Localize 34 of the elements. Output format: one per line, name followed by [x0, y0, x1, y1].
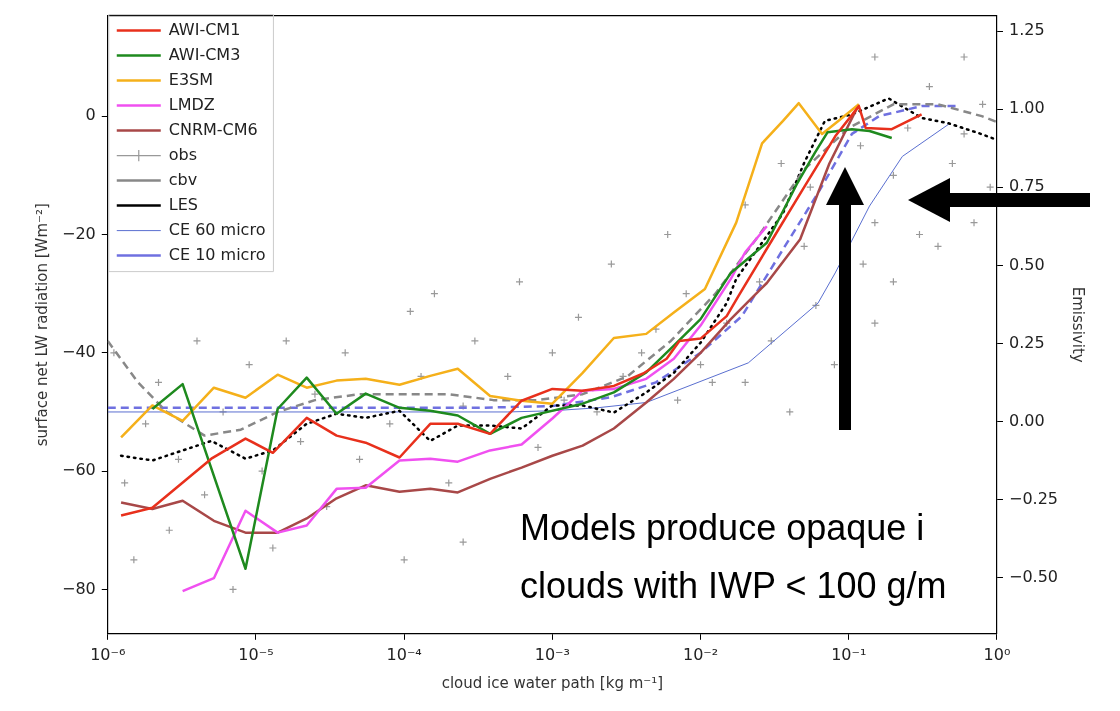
legend-label: LES — [168, 194, 198, 214]
y-axis-title: surface net LW radiation [Wm⁻²] — [32, 203, 51, 447]
y-tick-label: −40 — [62, 341, 96, 361]
legend-label: AWI-CM1 — [168, 19, 241, 39]
legend-label: obs — [168, 144, 198, 164]
y-tick-label: −80 — [62, 578, 96, 598]
y2-tick-label: 0.00 — [1008, 410, 1045, 430]
y2-tick-label: 1.00 — [1008, 98, 1045, 118]
x-tick-label: 10⁻¹ — [831, 644, 867, 664]
y2-tick-label: 0.75 — [1008, 176, 1045, 196]
x-tick-label: 10⁰ — [983, 644, 1011, 664]
y-tick-label: −60 — [62, 460, 96, 480]
x-tick-label: 10⁻⁶ — [90, 644, 126, 664]
x-tick-label: 10⁻³ — [534, 644, 570, 664]
x-tick-label: 10⁻⁵ — [238, 644, 274, 664]
y2-tick-label: −0.25 — [1008, 488, 1058, 508]
legend-label: CE 10 micro — [168, 244, 266, 264]
x-tick-label: 10⁻⁴ — [386, 644, 422, 664]
y-tick-label: −20 — [62, 223, 96, 243]
y-tick-label: 0 — [85, 105, 96, 125]
legend-label: AWI-CM3 — [168, 44, 241, 64]
legend-label: LMDZ — [168, 94, 215, 114]
legend-label: CNRM-CM6 — [168, 119, 258, 139]
y2-tick-label: 1.25 — [1008, 20, 1045, 40]
y2-tick-label: −0.50 — [1008, 566, 1058, 586]
legend-label: CE 60 micro — [168, 219, 266, 239]
y2-tick-label: 0.50 — [1008, 254, 1045, 274]
x-tick-label: 10⁻² — [682, 644, 719, 664]
x-axis-title: cloud ice water path [kg m⁻¹] — [441, 673, 664, 692]
annotation: Models produce opaque i clouds with IWP < 100 g/m — [520, 507, 947, 606]
y2-tick-label: 0.25 — [1008, 332, 1045, 352]
y2-axis-title: Emissivity — [1069, 286, 1088, 363]
legend-label: E3SM — [168, 69, 214, 89]
legend-label: cbv — [168, 169, 198, 189]
